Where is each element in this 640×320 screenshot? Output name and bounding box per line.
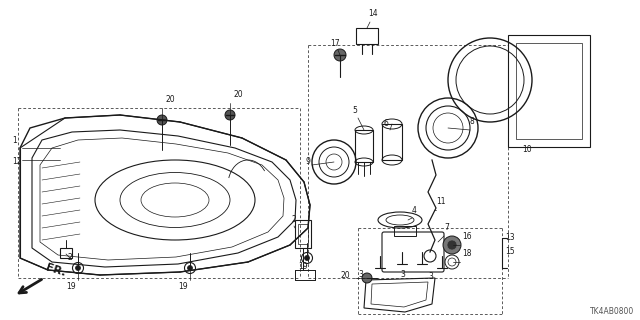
Text: 3: 3 xyxy=(428,272,433,281)
Text: 14: 14 xyxy=(368,9,378,18)
Text: 13: 13 xyxy=(505,233,515,242)
Text: 12: 12 xyxy=(12,157,22,166)
Bar xyxy=(394,226,416,236)
Text: 17: 17 xyxy=(330,39,340,48)
Circle shape xyxy=(334,49,346,61)
Circle shape xyxy=(225,110,235,120)
Bar xyxy=(356,28,378,44)
Circle shape xyxy=(305,255,310,260)
Circle shape xyxy=(157,115,167,125)
Text: 20: 20 xyxy=(340,271,350,281)
Text: 7: 7 xyxy=(444,223,449,232)
Text: 2: 2 xyxy=(68,253,73,262)
Text: 3: 3 xyxy=(400,270,405,279)
Text: 20: 20 xyxy=(166,95,175,104)
Text: 5: 5 xyxy=(352,106,357,115)
Bar xyxy=(298,224,308,244)
Text: 8: 8 xyxy=(470,117,475,126)
Text: 10: 10 xyxy=(522,146,532,155)
Text: 2: 2 xyxy=(292,215,297,224)
Text: 19: 19 xyxy=(298,262,308,271)
Text: 4: 4 xyxy=(412,206,417,215)
Text: 15: 15 xyxy=(505,247,515,256)
Bar xyxy=(355,130,373,162)
Circle shape xyxy=(443,236,461,254)
Text: 16: 16 xyxy=(462,232,472,241)
Text: TK4AB0800: TK4AB0800 xyxy=(589,307,634,316)
Text: 18: 18 xyxy=(462,249,472,258)
Text: 11: 11 xyxy=(436,197,445,206)
Text: 3: 3 xyxy=(358,270,363,279)
Bar xyxy=(516,43,582,139)
Bar xyxy=(382,124,402,160)
Text: 6: 6 xyxy=(384,119,389,128)
Bar xyxy=(295,220,311,248)
Circle shape xyxy=(76,266,81,270)
Circle shape xyxy=(362,273,372,283)
Text: 19: 19 xyxy=(178,282,188,291)
Text: 9: 9 xyxy=(305,157,310,166)
Text: 1: 1 xyxy=(12,136,17,145)
Circle shape xyxy=(447,240,457,250)
Text: FR.: FR. xyxy=(44,262,67,278)
Bar xyxy=(60,248,72,258)
Text: 19: 19 xyxy=(66,282,76,291)
Bar xyxy=(508,35,590,147)
Circle shape xyxy=(188,266,193,270)
Text: 20: 20 xyxy=(234,90,244,99)
